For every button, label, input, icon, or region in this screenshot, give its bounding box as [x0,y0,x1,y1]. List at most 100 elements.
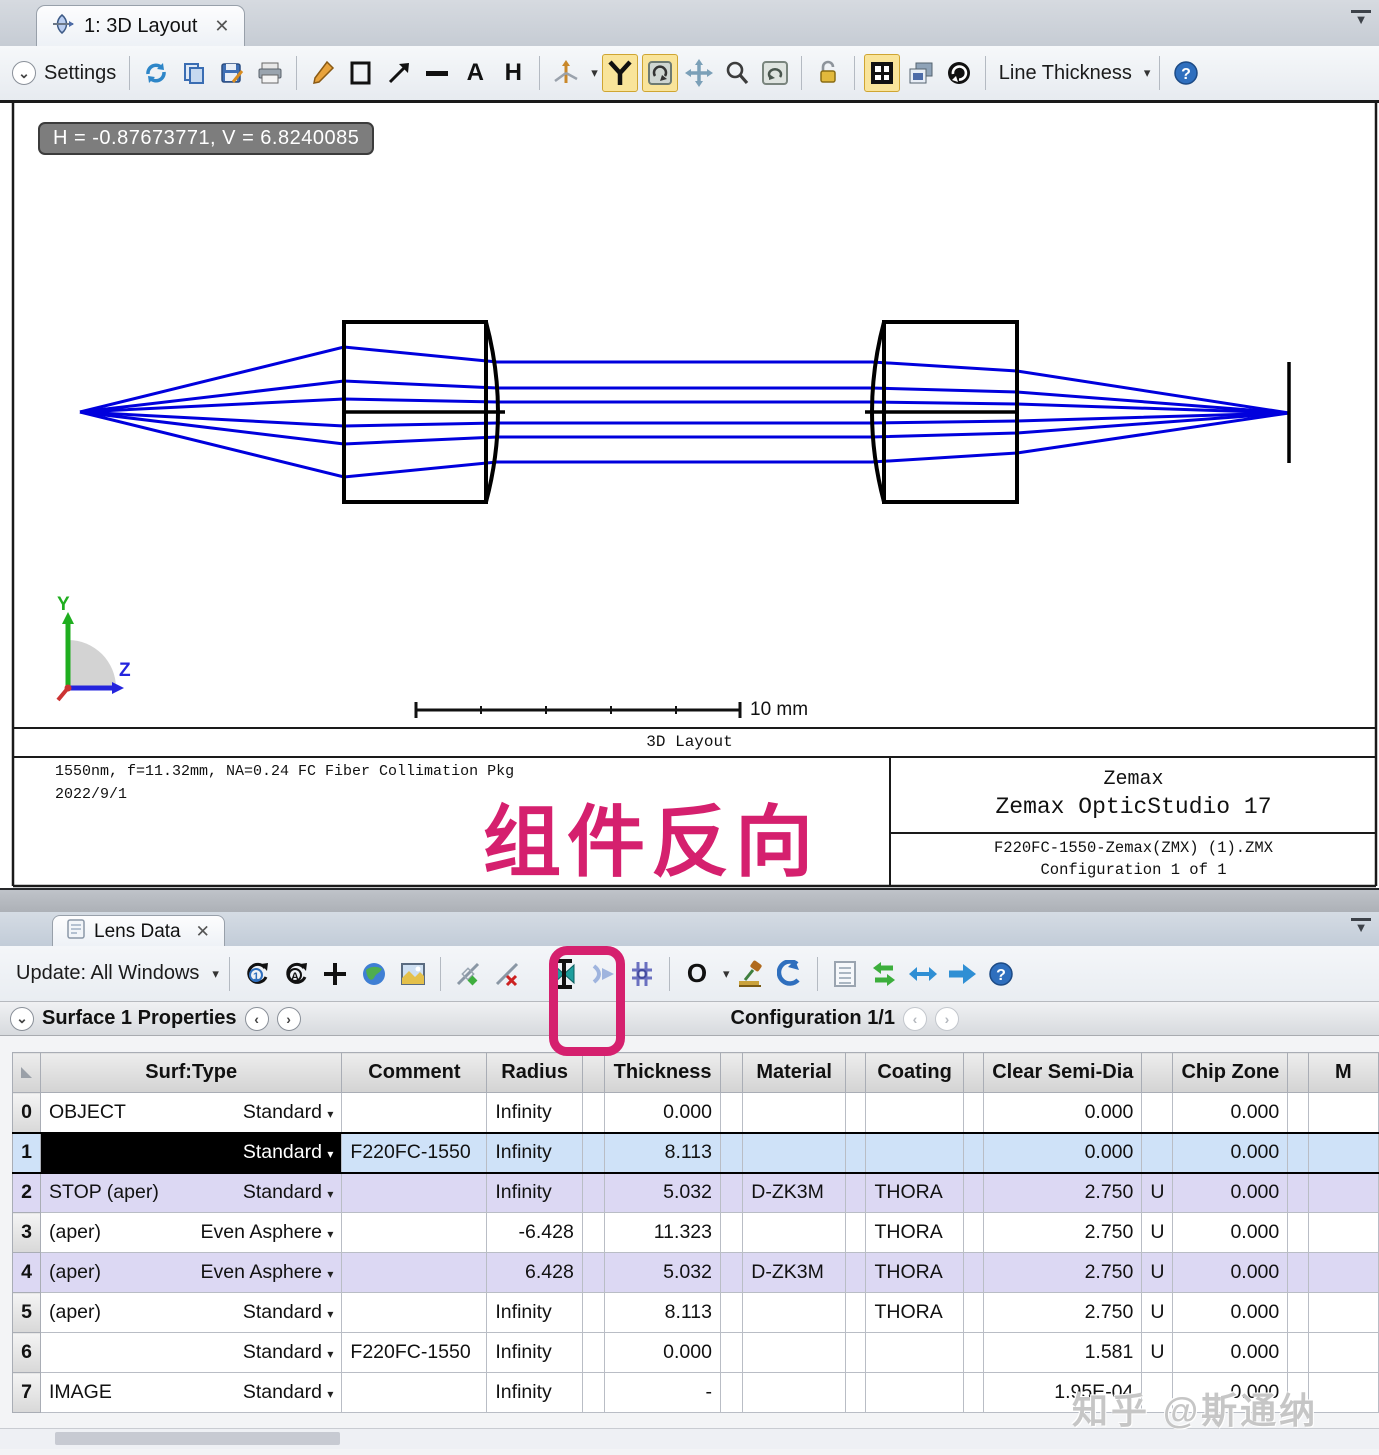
surf-type-cell[interactable]: (aper) Even Asphere ▾ [39,1252,343,1293]
cell-coating[interactable]: THORA [865,1172,964,1213]
line-thickness-dropdown-icon[interactable]: ▾ [1143,65,1151,80]
surf-type-cell[interactable]: (aper) Even Asphere ▾ [39,1212,343,1253]
cell-comment[interactable]: F220FC-1550 [341,1332,488,1373]
cell-mech-semi-dia[interactable] [1307,1092,1379,1133]
tab-lens-data[interactable]: Lens Data ✕ [52,915,225,948]
tilt-decenter-icon[interactable] [734,956,768,992]
cell-clear-semi-dia[interactable]: 0.000 [983,1131,1143,1174]
surf-type-cell[interactable]: IMAGE Standard ▾ [39,1372,343,1413]
tab-flyout-icon[interactable]: ▼ [1351,918,1371,935]
update-all-icon[interactable]: A [279,956,313,992]
cell-material[interactable]: D-ZK3M [742,1252,846,1293]
cell-coating[interactable] [865,1372,964,1413]
cell-thickness[interactable]: 5.032 [604,1252,721,1293]
aperture-dropdown-icon[interactable]: ▾ [722,965,730,981]
cell-mech-semi-dia[interactable] [1307,1131,1379,1174]
orientation-indicator-icon[interactable] [549,55,583,91]
prev-surface-icon[interactable]: ‹ [244,1006,269,1031]
goto-surface-icon[interactable] [945,956,979,992]
cell-comment[interactable] [341,1292,488,1333]
cell-comment[interactable] [341,1212,488,1253]
auto-update-icon[interactable] [942,55,976,91]
cell-chip-zone[interactable]: 0.000 [1172,1332,1289,1373]
cell-chip-zone[interactable]: 0.000 [1172,1212,1289,1253]
cell-material[interactable] [742,1332,846,1373]
scrollbar-thumb[interactable] [55,1432,340,1445]
update-mode-label[interactable]: Update: All Windows [16,962,200,984]
cell-mech-semi-dia[interactable] [1307,1252,1379,1293]
copy-icon[interactable] [177,55,211,91]
cell-clear-semi-dia[interactable]: 2.750 [983,1172,1143,1213]
close-icon[interactable]: ✕ [214,16,230,36]
swap-rows-icon[interactable] [867,956,901,992]
row-header[interactable]: 3 [12,1212,41,1253]
fit-columns-icon[interactable] [906,956,940,992]
rotate-view-icon[interactable] [641,54,678,92]
horizontal-scrollbar[interactable] [0,1428,1379,1449]
tab-3d-layout[interactable]: 1: 3D Layout ✕ [36,5,245,47]
row-header[interactable]: 4 [12,1252,41,1293]
cell-chip-zone[interactable]: 0.000 [1172,1131,1289,1174]
line-tool-icon[interactable] [420,55,454,91]
next-surface-icon[interactable]: › [276,1006,301,1031]
cell-coating[interactable] [865,1131,964,1174]
cell-material[interactable] [742,1372,846,1413]
clone-window-icon[interactable] [904,55,938,91]
bend-system-icon[interactable] [773,956,807,992]
cell-radius[interactable]: Infinity [486,1172,583,1213]
properties-chevron-icon[interactable]: ⌄ [10,1006,34,1031]
cell-comment[interactable] [341,1092,488,1133]
arrow-tool-icon[interactable] [382,55,416,91]
system-viewer-icon[interactable] [396,956,430,992]
cell-comment[interactable] [341,1372,488,1413]
cell-radius[interactable]: Infinity [486,1372,583,1413]
settings-label[interactable]: Settings [44,61,117,84]
cell-chip-zone[interactable]: 0.000 [1172,1092,1289,1133]
cell-thickness[interactable]: 8.113 [604,1131,721,1174]
cell-clear-semi-dia[interactable]: 2.750 [983,1212,1143,1253]
row-header[interactable]: 7 [12,1372,41,1413]
aperture-flag-cell[interactable]: U [1141,1252,1174,1293]
row-header[interactable]: 6 [12,1332,41,1373]
active-window-icon[interactable] [863,54,900,92]
cell-clear-semi-dia[interactable]: 2.750 [983,1252,1143,1293]
insert-after-icon[interactable] [586,956,620,992]
cell-material[interactable]: D-ZK3M [742,1172,846,1213]
cell-radius[interactable]: Infinity [486,1131,583,1174]
cell-clear-semi-dia[interactable]: 1.581 [983,1332,1143,1373]
pencil-icon[interactable] [306,55,340,91]
refresh-icon[interactable] [139,55,173,91]
window-divider[interactable] [0,888,1379,914]
cell-material[interactable] [742,1131,846,1174]
cell-clear-semi-dia[interactable]: 1.95E-04 [983,1372,1143,1413]
surf-type-cell[interactable]: Standard ▾ [39,1332,343,1373]
cell-coating[interactable]: THORA [865,1212,964,1253]
cell-thickness[interactable]: 0.000 [604,1332,721,1373]
lock-icon[interactable] [811,55,845,91]
cell-mech-semi-dia[interactable] [1307,1372,1379,1413]
delete-surface-icon[interactable] [490,956,524,992]
cell-coating[interactable] [865,1332,964,1373]
cell-mech-semi-dia[interactable] [1307,1332,1379,1373]
layout-canvas[interactable] [0,100,1379,888]
print-icon[interactable] [253,55,287,91]
cell-radius[interactable]: Infinity [486,1332,583,1373]
globe-icon[interactable] [357,956,391,992]
aperture-flag-cell[interactable]: U [1141,1332,1174,1373]
cell-comment[interactable]: F220FC-1550 [341,1131,488,1174]
surface-properties-icon[interactable] [625,956,659,992]
update-editors-icon[interactable]: 1 [240,956,274,992]
grid-view-icon[interactable] [828,956,862,992]
cell-chip-zone[interactable]: 0.000 [1172,1292,1289,1333]
cell-radius[interactable]: Infinity [486,1292,583,1333]
surf-type-cell[interactable]: Standard ▾ [39,1131,343,1174]
pan-icon[interactable] [682,55,716,91]
cell-mech-semi-dia[interactable] [1307,1212,1379,1253]
cell-radius[interactable]: Infinity [486,1092,583,1133]
crosshair-icon[interactable] [318,956,352,992]
cell-coating[interactable]: THORA [865,1252,964,1293]
insert-surface-icon[interactable] [451,956,485,992]
cell-chip-zone[interactable]: 0.000 [1172,1172,1289,1213]
cell-coating[interactable]: THORA [865,1292,964,1333]
cell-thickness[interactable]: 0.000 [604,1092,721,1133]
